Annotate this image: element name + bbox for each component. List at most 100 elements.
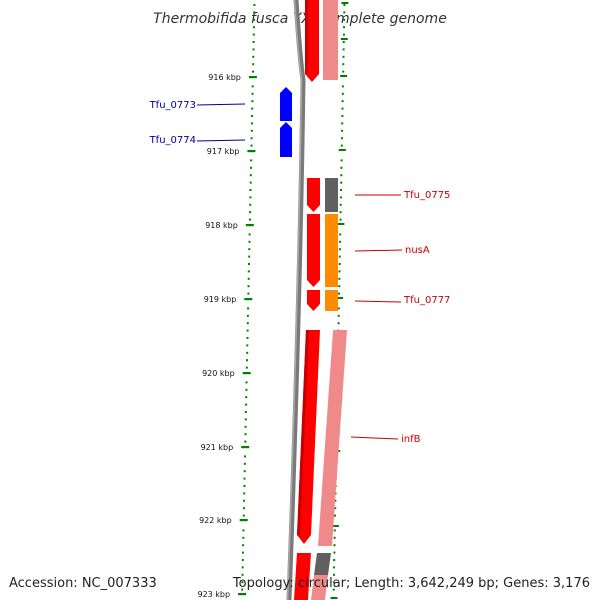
scale-dot-right xyxy=(338,292,341,295)
scale-dot-left xyxy=(249,203,252,206)
scale-dot-left xyxy=(247,285,250,288)
label-tfu0773[interactable]: Tfu_0773 xyxy=(149,100,196,111)
scale-dot-left xyxy=(245,366,248,369)
scale-dot-left xyxy=(244,411,247,413)
scale-dot-right xyxy=(337,307,340,310)
scale-dot-left xyxy=(244,433,247,436)
scale-dot-right xyxy=(341,115,344,117)
ring-bottom-light xyxy=(311,575,328,600)
scale-tick-right xyxy=(337,223,345,225)
scale-dot-right xyxy=(340,174,343,177)
scale-tick-label: 920 kbp xyxy=(202,369,235,378)
scale-dot-right xyxy=(339,196,342,199)
scale-dot-right xyxy=(338,248,341,251)
label-nusa[interactable]: nusA xyxy=(405,245,430,256)
scale-dot-left xyxy=(241,581,244,584)
scale-tick-right xyxy=(338,149,346,151)
cds-tfu0775 xyxy=(307,178,320,212)
label-line-nusa xyxy=(354,249,403,252)
scale-dot-left xyxy=(247,277,250,280)
scale-dot-left xyxy=(242,536,245,539)
scale-dot-left xyxy=(248,255,251,258)
scale-dot-right xyxy=(341,100,344,103)
ring-band-top-light xyxy=(323,0,338,80)
scale-dot-right xyxy=(343,11,346,14)
scale-dot-left xyxy=(242,529,245,532)
cds-infb-ring-white xyxy=(315,330,333,546)
scale-tick-major xyxy=(239,519,248,522)
scale-dot-left xyxy=(245,403,248,406)
scale-dot-left xyxy=(251,85,254,88)
scale-dot-right xyxy=(339,218,342,221)
scale-dot-left xyxy=(248,233,251,236)
scale-dot-left xyxy=(250,159,253,162)
scale-dot-left xyxy=(241,566,244,569)
scale-dot-left xyxy=(250,144,253,147)
cds-top-forward xyxy=(305,0,319,82)
label-tfu0775[interactable]: Tfu_0775 xyxy=(403,190,450,201)
scale-dot-left xyxy=(243,470,246,473)
scale-dot-left xyxy=(253,11,256,14)
scale-dot-left xyxy=(250,122,253,125)
label-tfu0774[interactable]: Tfu_0774 xyxy=(149,135,196,146)
scale-dot-right xyxy=(341,92,344,95)
scale-dot-left xyxy=(249,196,252,199)
scale-tick-label: 919 kbp xyxy=(204,295,237,304)
scale-dot-right xyxy=(338,255,341,258)
cds-tfu0777-ring-orange xyxy=(325,290,338,311)
scale-dot-right xyxy=(338,270,341,273)
scale-dot-left xyxy=(243,499,246,502)
scale-dot-left xyxy=(241,559,244,561)
scale-dot-left xyxy=(245,388,248,391)
scale-tick-label: 916 kbp xyxy=(208,73,241,82)
scale-dot-left xyxy=(250,129,253,132)
scale-dot-right xyxy=(343,18,346,21)
scale-dot-right xyxy=(342,48,345,51)
cds-bottom-forward xyxy=(294,553,311,600)
label-line-infb xyxy=(350,436,399,440)
scale-dot-left xyxy=(245,381,248,384)
scale-dot-left xyxy=(247,270,250,273)
scale-dot-left xyxy=(242,507,245,510)
scale-dot-left xyxy=(246,322,249,325)
scale-dot-left xyxy=(242,544,245,547)
label-line-tfu0774 xyxy=(196,139,246,142)
ring-bottom-gray xyxy=(314,553,331,575)
scale-dot-right xyxy=(343,26,345,29)
scale-dot-right xyxy=(341,137,343,140)
scale-dot-left xyxy=(251,107,254,110)
scale-dot-right xyxy=(341,129,344,132)
scale-tick-label: 917 kbp xyxy=(207,147,240,156)
scale-dot-right xyxy=(340,166,343,169)
scale-dot-right xyxy=(340,144,343,147)
cds-nusa xyxy=(307,214,320,287)
scale-dot-right xyxy=(337,314,340,317)
scale-dot-left xyxy=(246,344,249,347)
scale-tick-right xyxy=(330,597,338,599)
scale-dot-left xyxy=(244,440,247,443)
scale-dot-right xyxy=(338,277,341,280)
scale-dot-right xyxy=(338,285,341,288)
label-tfu0777[interactable]: Tfu_0777 xyxy=(403,295,450,306)
scale-layer: 916 kbp 917 kbp 918 kbp 919 kbp 920 kbp 921 k… xyxy=(197,2,349,599)
label-line-tfu0777 xyxy=(354,300,402,303)
label-line-tfu0773 xyxy=(196,103,246,106)
scale-dot-left xyxy=(252,63,255,66)
scale-dot-left xyxy=(249,174,252,177)
scale-dot-left xyxy=(244,418,247,421)
scale-tick-label: 921 kbp xyxy=(201,443,234,452)
scale-dot-right xyxy=(333,544,336,547)
scale-tick-major xyxy=(248,76,257,79)
scale-dot-left xyxy=(246,329,249,332)
scale-dot-left xyxy=(250,137,253,140)
scale-dot-right xyxy=(334,507,337,510)
scale-tick-right xyxy=(340,75,348,77)
scale-dot-right xyxy=(340,181,343,184)
cds-tfu0773 xyxy=(280,87,292,121)
scale-dot-left xyxy=(252,70,254,73)
scale-dot-left xyxy=(249,181,252,184)
scale-dot-left xyxy=(246,359,248,362)
label-infb[interactable]: infB xyxy=(401,434,421,445)
scale-dot-left xyxy=(245,396,248,399)
scale-dot-left xyxy=(242,514,245,517)
